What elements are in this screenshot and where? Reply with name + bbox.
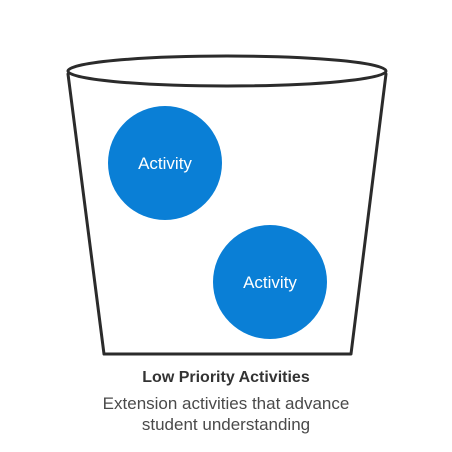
bucket-body bbox=[66, 72, 388, 356]
activity-circle bbox=[108, 106, 222, 220]
activity-label: Activity bbox=[138, 154, 192, 173]
activity-label: Activity bbox=[243, 273, 297, 292]
bucket-description-line1: Extension activities that advance bbox=[102, 394, 350, 413]
activity-bubble-1: Activity bbox=[108, 106, 222, 220]
bucket-description-line2: student understanding bbox=[141, 415, 311, 434]
activity-circle bbox=[213, 225, 327, 339]
bucket-title: Low Priority Activities bbox=[142, 369, 310, 386]
activity-bubble-2: Activity bbox=[213, 225, 327, 339]
bucket-description: Extension activities that advance studen… bbox=[0, 393, 452, 435]
bucket-rim bbox=[66, 54, 388, 88]
